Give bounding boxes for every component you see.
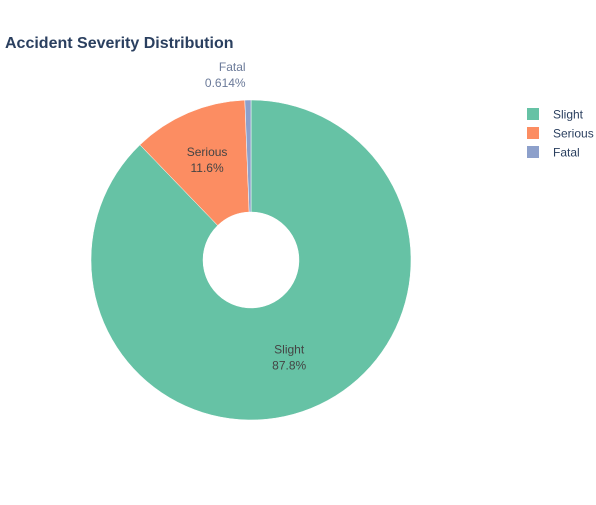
slice-label-serious: Serious bbox=[187, 145, 228, 159]
legend-item-fatal[interactable]: Fatal bbox=[527, 146, 580, 160]
slices-layer bbox=[91, 100, 411, 420]
legend-label-fatal: Fatal bbox=[553, 146, 580, 160]
legend-label-slight: Slight bbox=[553, 108, 584, 122]
legend-item-serious[interactable]: Serious bbox=[527, 127, 594, 141]
chart-title: Accident Severity Distribution bbox=[5, 35, 234, 53]
slice-percent-fatal: 0.614% bbox=[205, 76, 246, 90]
legend-swatch-fatal bbox=[527, 146, 539, 158]
slice-label-fatal: Fatal bbox=[219, 60, 246, 74]
slice-label-slight: Slight bbox=[274, 343, 305, 357]
legend-swatch-slight bbox=[527, 108, 539, 120]
legend-item-slight[interactable]: Slight bbox=[527, 108, 584, 122]
legend-label-serious: Serious bbox=[553, 127, 594, 141]
legend-swatch-serious bbox=[527, 127, 539, 139]
slice-percent-slight: 87.8% bbox=[272, 359, 306, 373]
legend: Slight Serious Fatal bbox=[527, 108, 594, 160]
slice-percent-serious: 11.6% bbox=[191, 161, 224, 175]
